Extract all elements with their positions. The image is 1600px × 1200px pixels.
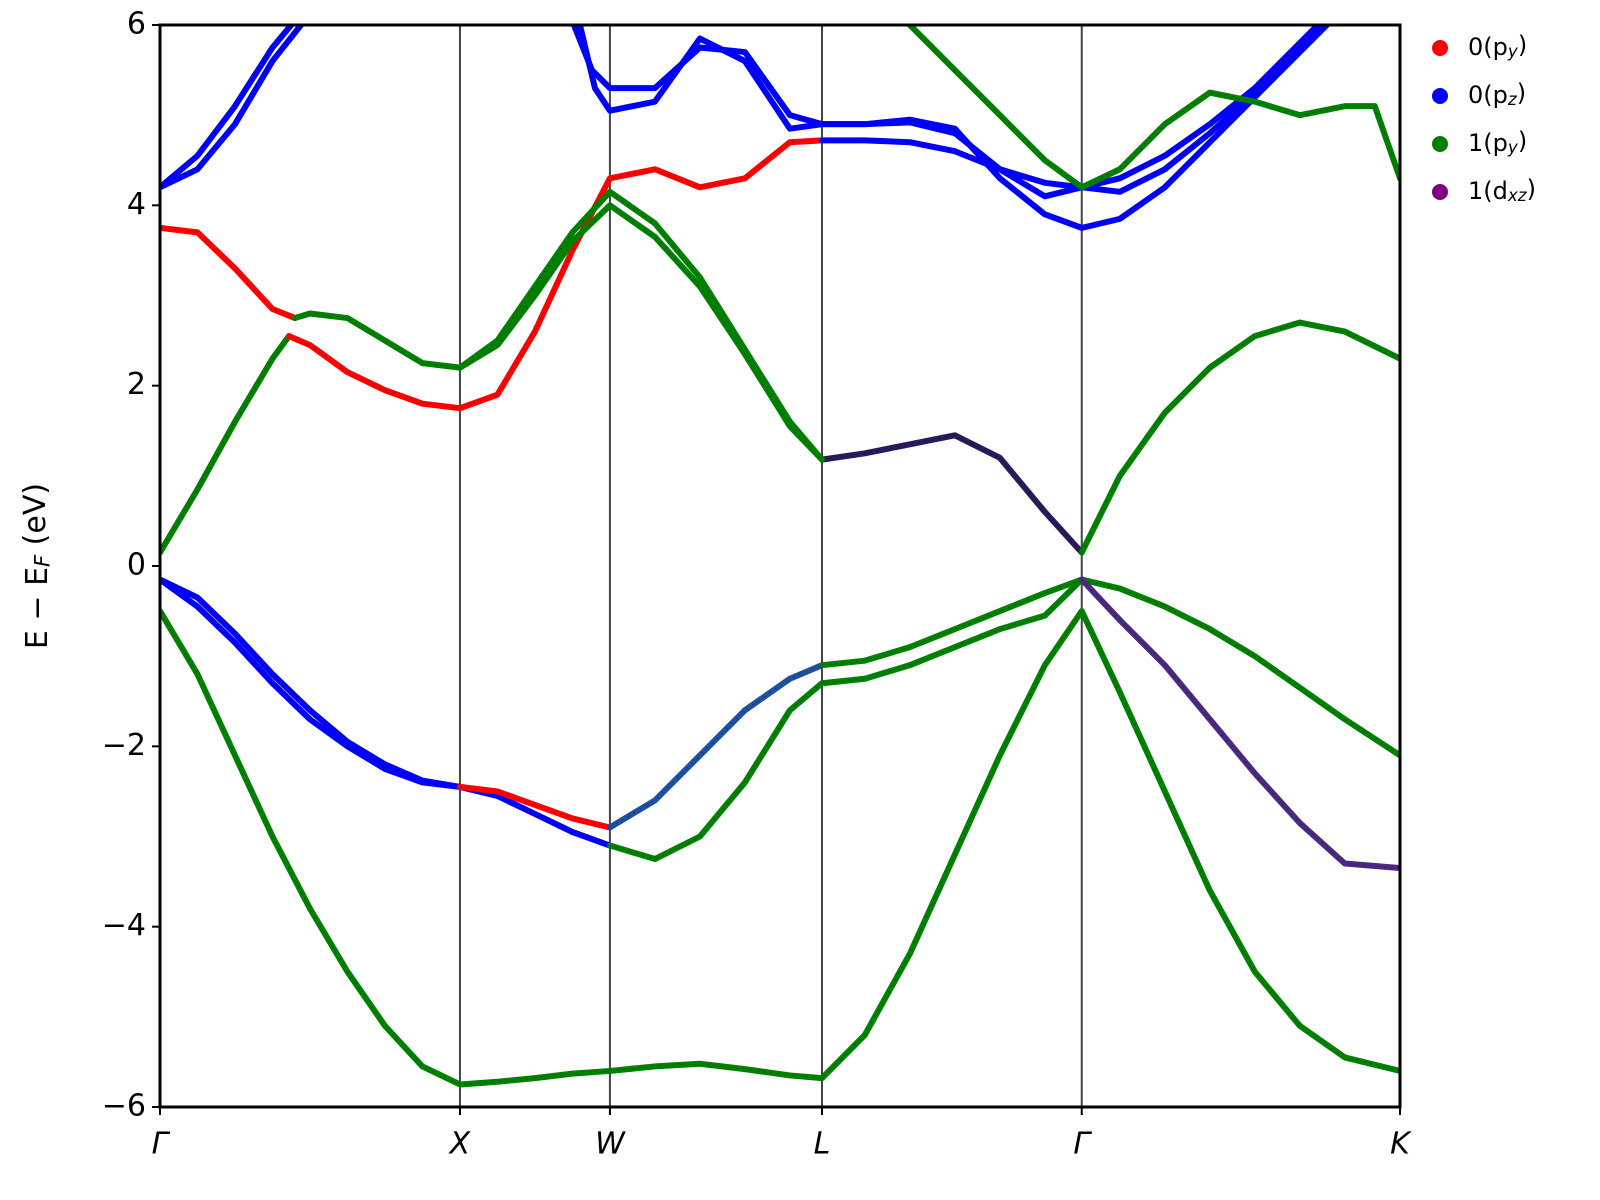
- band-core: [459, 204, 823, 461]
- y-tick-label: 2: [127, 367, 146, 402]
- x-tick-label: X: [448, 1127, 472, 1162]
- band: [818, 576, 1085, 669]
- band-core: [160, 609, 1400, 1086]
- band: [818, 25, 1323, 191]
- plot-frame: [158, 23, 1402, 1109]
- band-core: [609, 664, 823, 829]
- band: [606, 662, 825, 831]
- band-core: [573, 25, 1326, 198]
- band: [160, 576, 463, 790]
- band: [285, 137, 825, 412]
- band: [160, 25, 304, 191]
- x-tick-label: L: [814, 1127, 831, 1162]
- y-tick-label: 0: [127, 548, 146, 583]
- y-tick-label: −6: [102, 1089, 146, 1124]
- band: [576, 25, 1332, 231]
- band: [160, 576, 613, 849]
- x-tick-label: K: [1390, 1127, 1412, 1162]
- x-tick-label: W: [595, 1127, 626, 1162]
- band-core: [160, 578, 611, 847]
- x-tick-label: Γ: [152, 1127, 171, 1162]
- legend-label: 1(dxz​): [1468, 175, 1536, 205]
- band-core: [1081, 579, 1400, 869]
- band-core: [294, 190, 823, 461]
- band-core: [459, 786, 611, 829]
- band: [1078, 576, 1400, 872]
- legend-marker: [1432, 136, 1448, 152]
- y-tick-label: −2: [102, 728, 146, 763]
- y-tick-label: 4: [127, 187, 146, 222]
- band: [160, 333, 292, 556]
- band: [160, 224, 298, 322]
- legend-marker: [1432, 184, 1448, 200]
- band: [160, 608, 1400, 1088]
- band-core: [609, 578, 1400, 860]
- band: [906, 25, 1400, 191]
- legend-label: 0(py​): [1468, 31, 1527, 61]
- y-tick-label: 6: [127, 7, 146, 42]
- band: [818, 432, 1085, 556]
- band: [160, 25, 296, 191]
- band: [291, 188, 825, 463]
- legend-label: 1(py​): [1468, 127, 1527, 157]
- bands: [160, 25, 1400, 1107]
- legend-label: 0(pz​): [1468, 79, 1526, 109]
- band: [606, 576, 1400, 863]
- legend-marker: [1432, 40, 1448, 56]
- band: [456, 202, 825, 463]
- legend-marker: [1432, 88, 1448, 104]
- band-core: [1081, 321, 1400, 553]
- x-tick-label: Γ: [1073, 1127, 1092, 1162]
- band-core: [821, 25, 1319, 189]
- y-axis-label: E − EF​ (eV): [17, 483, 54, 649]
- y-tick-label: −4: [102, 908, 146, 943]
- band: [570, 25, 1330, 200]
- band-core: [579, 25, 1328, 229]
- band-core: [288, 139, 823, 409]
- band-core: [160, 227, 296, 319]
- band: [456, 783, 613, 831]
- band: [1078, 319, 1400, 556]
